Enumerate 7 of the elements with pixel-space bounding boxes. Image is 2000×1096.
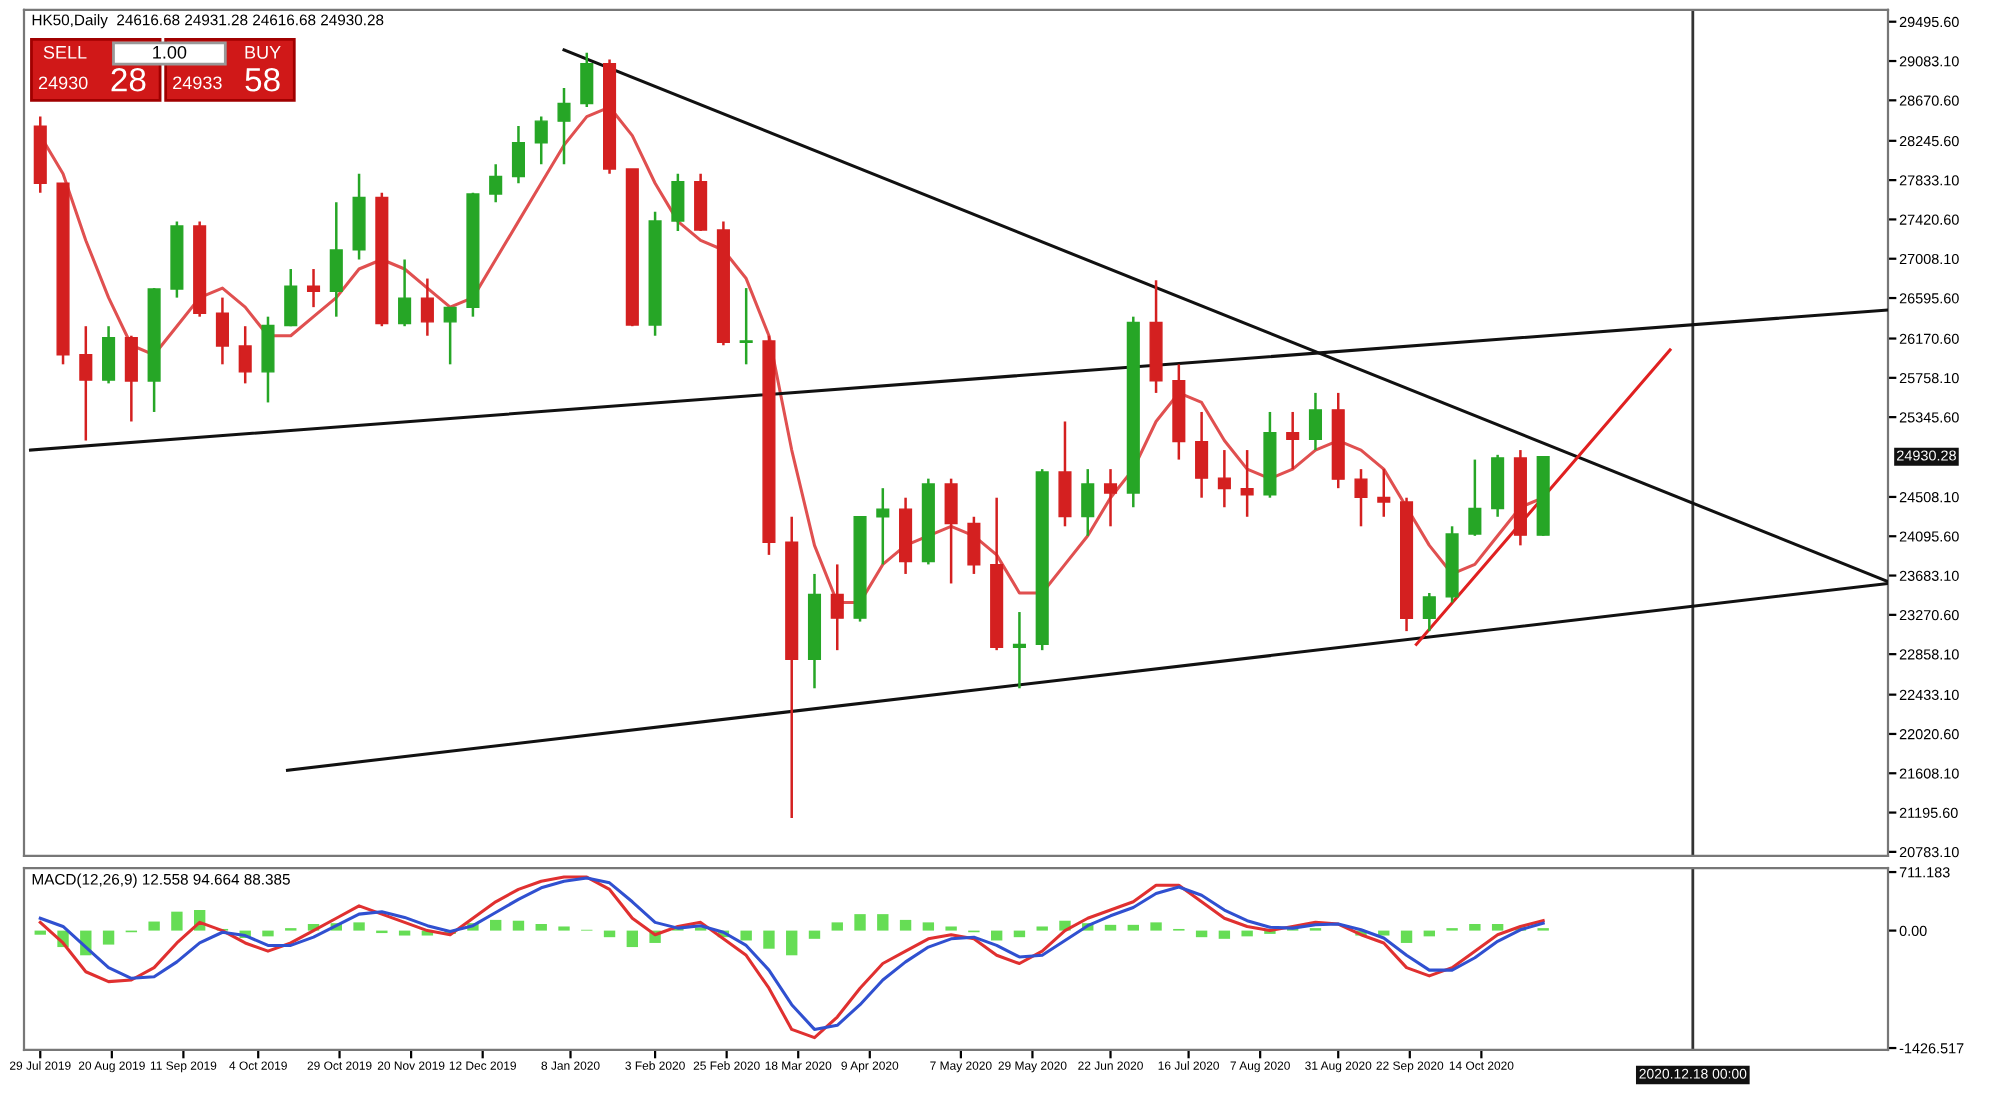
annotation: 58 bbox=[245, 67, 280, 92]
annotation: 24930 bbox=[38, 76, 88, 90]
annotation: SELL bbox=[43, 45, 87, 59]
annotation: 1.00 bbox=[153, 45, 187, 59]
annotation: 24933 bbox=[173, 76, 222, 90]
annotation: BUY bbox=[245, 46, 281, 59]
annotation: 28 bbox=[111, 67, 146, 92]
